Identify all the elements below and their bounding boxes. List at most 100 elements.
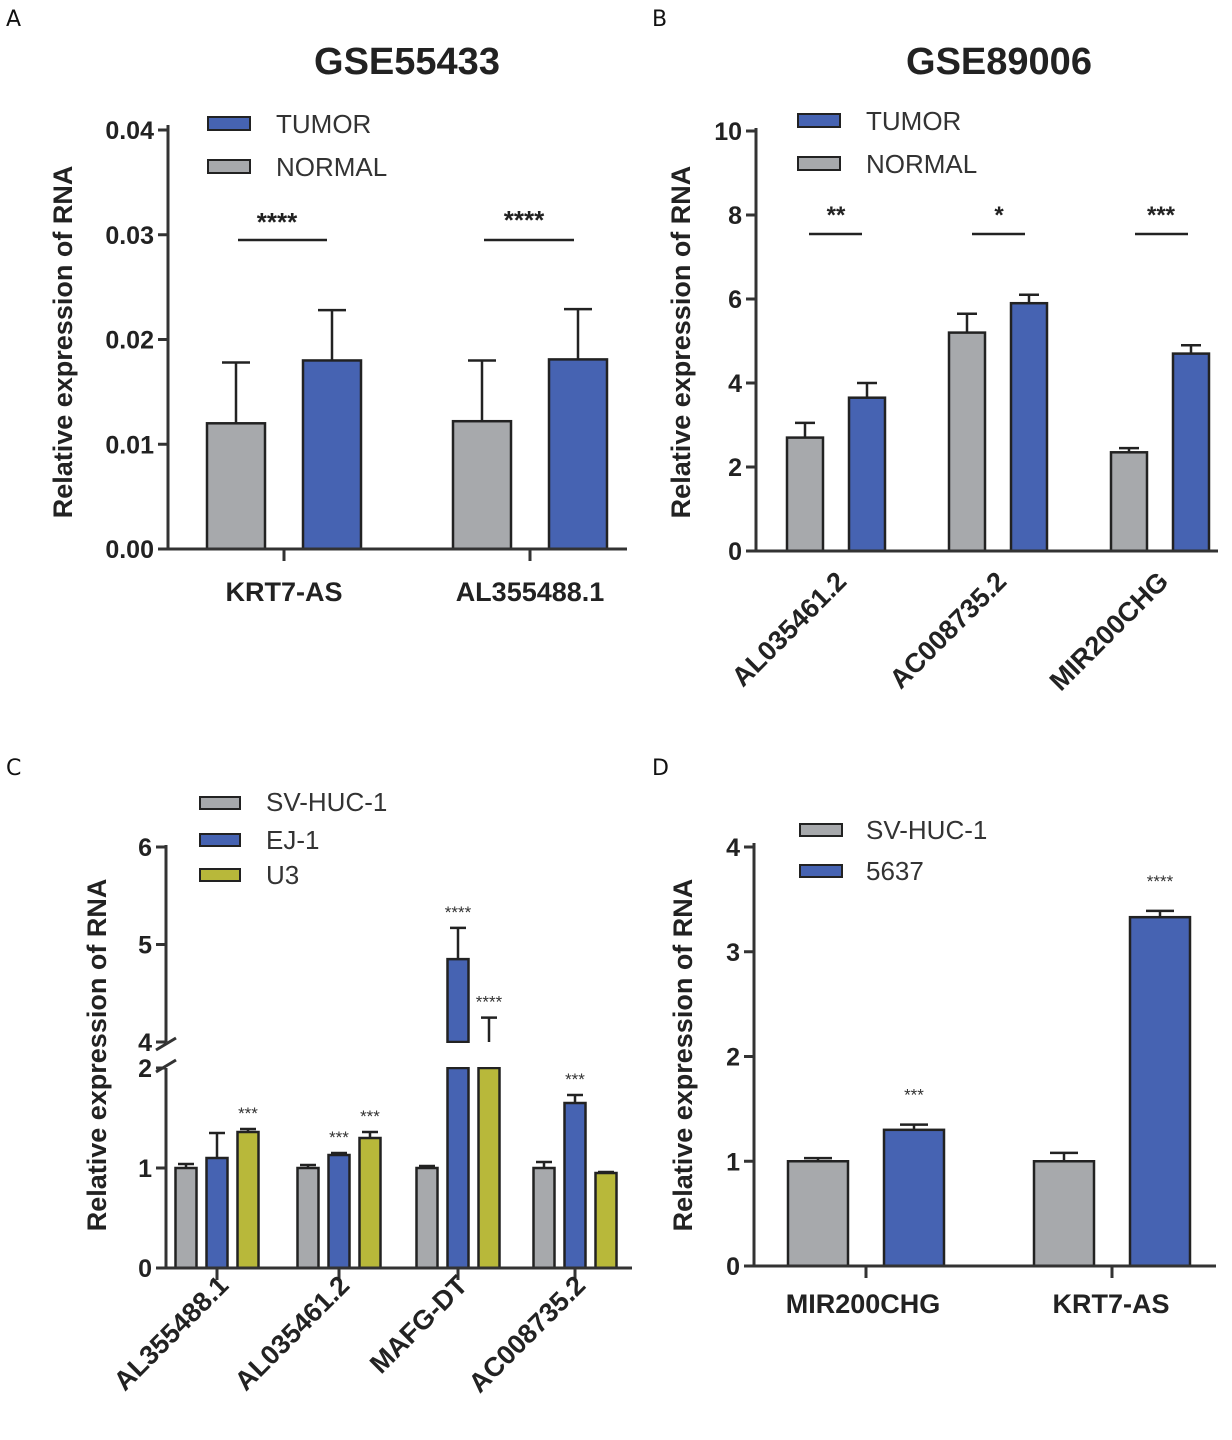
significance-label: **** [257, 207, 298, 237]
panel-c-significance-label: *** [565, 1070, 585, 1089]
panel-c-bar-sv-huc-1 [174, 1166, 198, 1270]
panel-b-y-tick-label: 2 [728, 454, 742, 482]
panel-d-error-bar [1146, 909, 1174, 918]
panel-a-y-tick-label: 0.00 [105, 536, 154, 564]
panel-b-error-bar [1119, 446, 1139, 453]
panel-c-significance-label: *** [238, 1104, 258, 1123]
panel-c-category-label: MAFG-DT [364, 1270, 474, 1380]
panel-a-bar-tumor [301, 359, 363, 551]
legend-swatch-normal [797, 156, 841, 171]
panel-d-significance-label: *** [904, 1086, 924, 1105]
panel-c-bar-u3 [594, 1171, 618, 1270]
panel-c-bar-ej-1 [446, 1066, 470, 1270]
panel-b-y-label: Relative expression of RNA [666, 166, 696, 519]
panel-d-y-tick-label: 1 [726, 1148, 740, 1176]
panel-c-error-bar [240, 1127, 256, 1132]
panel-b-bar-tumor [1009, 301, 1049, 553]
panel-d-bar-sv-huc-1 [786, 1160, 850, 1268]
panel-d-y-tick-label: 2 [726, 1044, 740, 1072]
panel-d-bar-sv-huc-1 [1032, 1160, 1096, 1268]
panel-a-error-bar [318, 308, 346, 361]
panel-d-y-tick-label: 3 [726, 939, 740, 967]
panel-c-axis-break-mark [155, 1058, 177, 1074]
panel-a-category-label: KRT7-AS [225, 577, 342, 607]
panel-c-y-tick-label: 5 [138, 932, 152, 960]
panel-b-y-tick-label: 6 [728, 286, 742, 314]
legend-swatch-sv-huc-1 [799, 823, 843, 837]
legend-swatch-sv-huc-1 [199, 796, 241, 810]
panel-b-error-bar [1019, 293, 1039, 304]
legend-label-normal: NORMAL [276, 152, 387, 182]
panel-b-title: GSE89006 [906, 41, 1092, 83]
legend-label-sv-huc-1: SV-HUC-1 [266, 787, 387, 817]
panel-b-error-bar [957, 312, 977, 333]
panel-d-category-label: KRT7-AS [1052, 1289, 1169, 1319]
panel-c-y-tick-label: 1 [138, 1155, 152, 1183]
panel-c-error-bar [481, 1016, 497, 1042]
legend-swatch-tumor [797, 113, 841, 128]
legend-label-tumor: TUMOR [276, 109, 371, 139]
panel-a-bar-tumor [547, 358, 609, 551]
panel-a-error-bar [222, 361, 250, 424]
panel-a-bar-normal [205, 422, 267, 551]
panel-c-bar-u3 [358, 1136, 382, 1270]
legend-swatch-normal [207, 159, 251, 174]
significance-label: *** [1147, 202, 1176, 229]
panel-b-y-tick-label: 0 [728, 538, 742, 566]
panel-c-bar-sv-huc-1 [296, 1166, 320, 1270]
panel-label-b: B [652, 7, 667, 32]
panel-c-bar-ej-1 [327, 1153, 351, 1270]
panel-c-bar-u3 [477, 1066, 501, 1270]
panel-a-legend: TUMOR NORMAL [207, 109, 387, 182]
legend-label-u3: U3 [266, 860, 299, 890]
panel-b-significance: ** * *** [809, 202, 1188, 236]
panel-d-y-tick-label: 4 [726, 834, 740, 862]
legend-swatch-u3 [199, 868, 241, 882]
panel-b-bar-tumor [847, 396, 887, 553]
panel-c-error-bar [178, 1162, 194, 1168]
panel-a-error-bar [468, 359, 496, 422]
panel-a-title: GSE55433 [314, 41, 500, 83]
panel-d-y-tick-label: 0 [726, 1253, 740, 1281]
panel-c-axis-break-gap [170, 1043, 630, 1067]
panel-d-bar-5637 [882, 1128, 946, 1268]
panel-b-chart: GSE89006 Relative expression of RNA TUMO… [666, 41, 1218, 697]
panel-c-legend: SV-HUC-1 EJ-1 U3 [199, 787, 387, 890]
panel-c-bar-u3 [236, 1130, 260, 1270]
panel-d-error-bar [1050, 1151, 1078, 1162]
legend-swatch-5637 [799, 864, 843, 878]
panel-c-error-bar [536, 1160, 552, 1168]
panel-b-y-tick-label: 4 [728, 370, 742, 398]
panel-c-bar-ej-1 [446, 957, 470, 1044]
panel-d-chart: Relative expression of RNA SV-HUC-1 5637… [668, 815, 1216, 1319]
legend-swatch-ej-1 [199, 833, 241, 847]
panel-label-c: C [6, 756, 21, 781]
panel-c-y-tick-label: 2 [138, 1055, 152, 1083]
panel-a-chart: GSE55433 Relative expression of RNA TUMO… [48, 41, 627, 607]
panel-d-y-label: Relative expression of RNA [668, 879, 698, 1232]
panel-c-error-bar [300, 1163, 316, 1168]
panel-b-bar-normal [947, 331, 987, 553]
panel-c-error-bar [450, 926, 466, 960]
panel-b-category-label: AC008735.2 [884, 566, 1012, 694]
panel-c-error-bar [362, 1130, 378, 1138]
panel-a-y-tick-label: 0.02 [105, 327, 154, 355]
panel-label-a: A [6, 7, 21, 32]
panel-c-error-bar [209, 1131, 225, 1158]
panel-b-bar-normal [1109, 451, 1149, 553]
panel-a-error-bar [564, 307, 592, 360]
panel-c-significance-label: *** [360, 1107, 380, 1126]
panel-c-error-bar [567, 1093, 583, 1103]
legend-label-normal: NORMAL [866, 149, 977, 179]
legend-label-tumor: TUMOR [866, 106, 961, 136]
panel-c-category-label: AL355488.1 [108, 1270, 234, 1396]
panel-d-bar-5637 [1128, 915, 1192, 1268]
significance-label: ** [827, 202, 846, 229]
legend-swatch-tumor [207, 116, 251, 131]
panel-c-category-label: AL035461.2 [229, 1270, 355, 1396]
panel-b-error-bar [857, 381, 877, 398]
panel-b-category-label: AL035461.2 [726, 566, 852, 692]
panel-c-category-label: AC008735.2 [463, 1270, 591, 1398]
panel-c-error-bar [331, 1151, 347, 1155]
